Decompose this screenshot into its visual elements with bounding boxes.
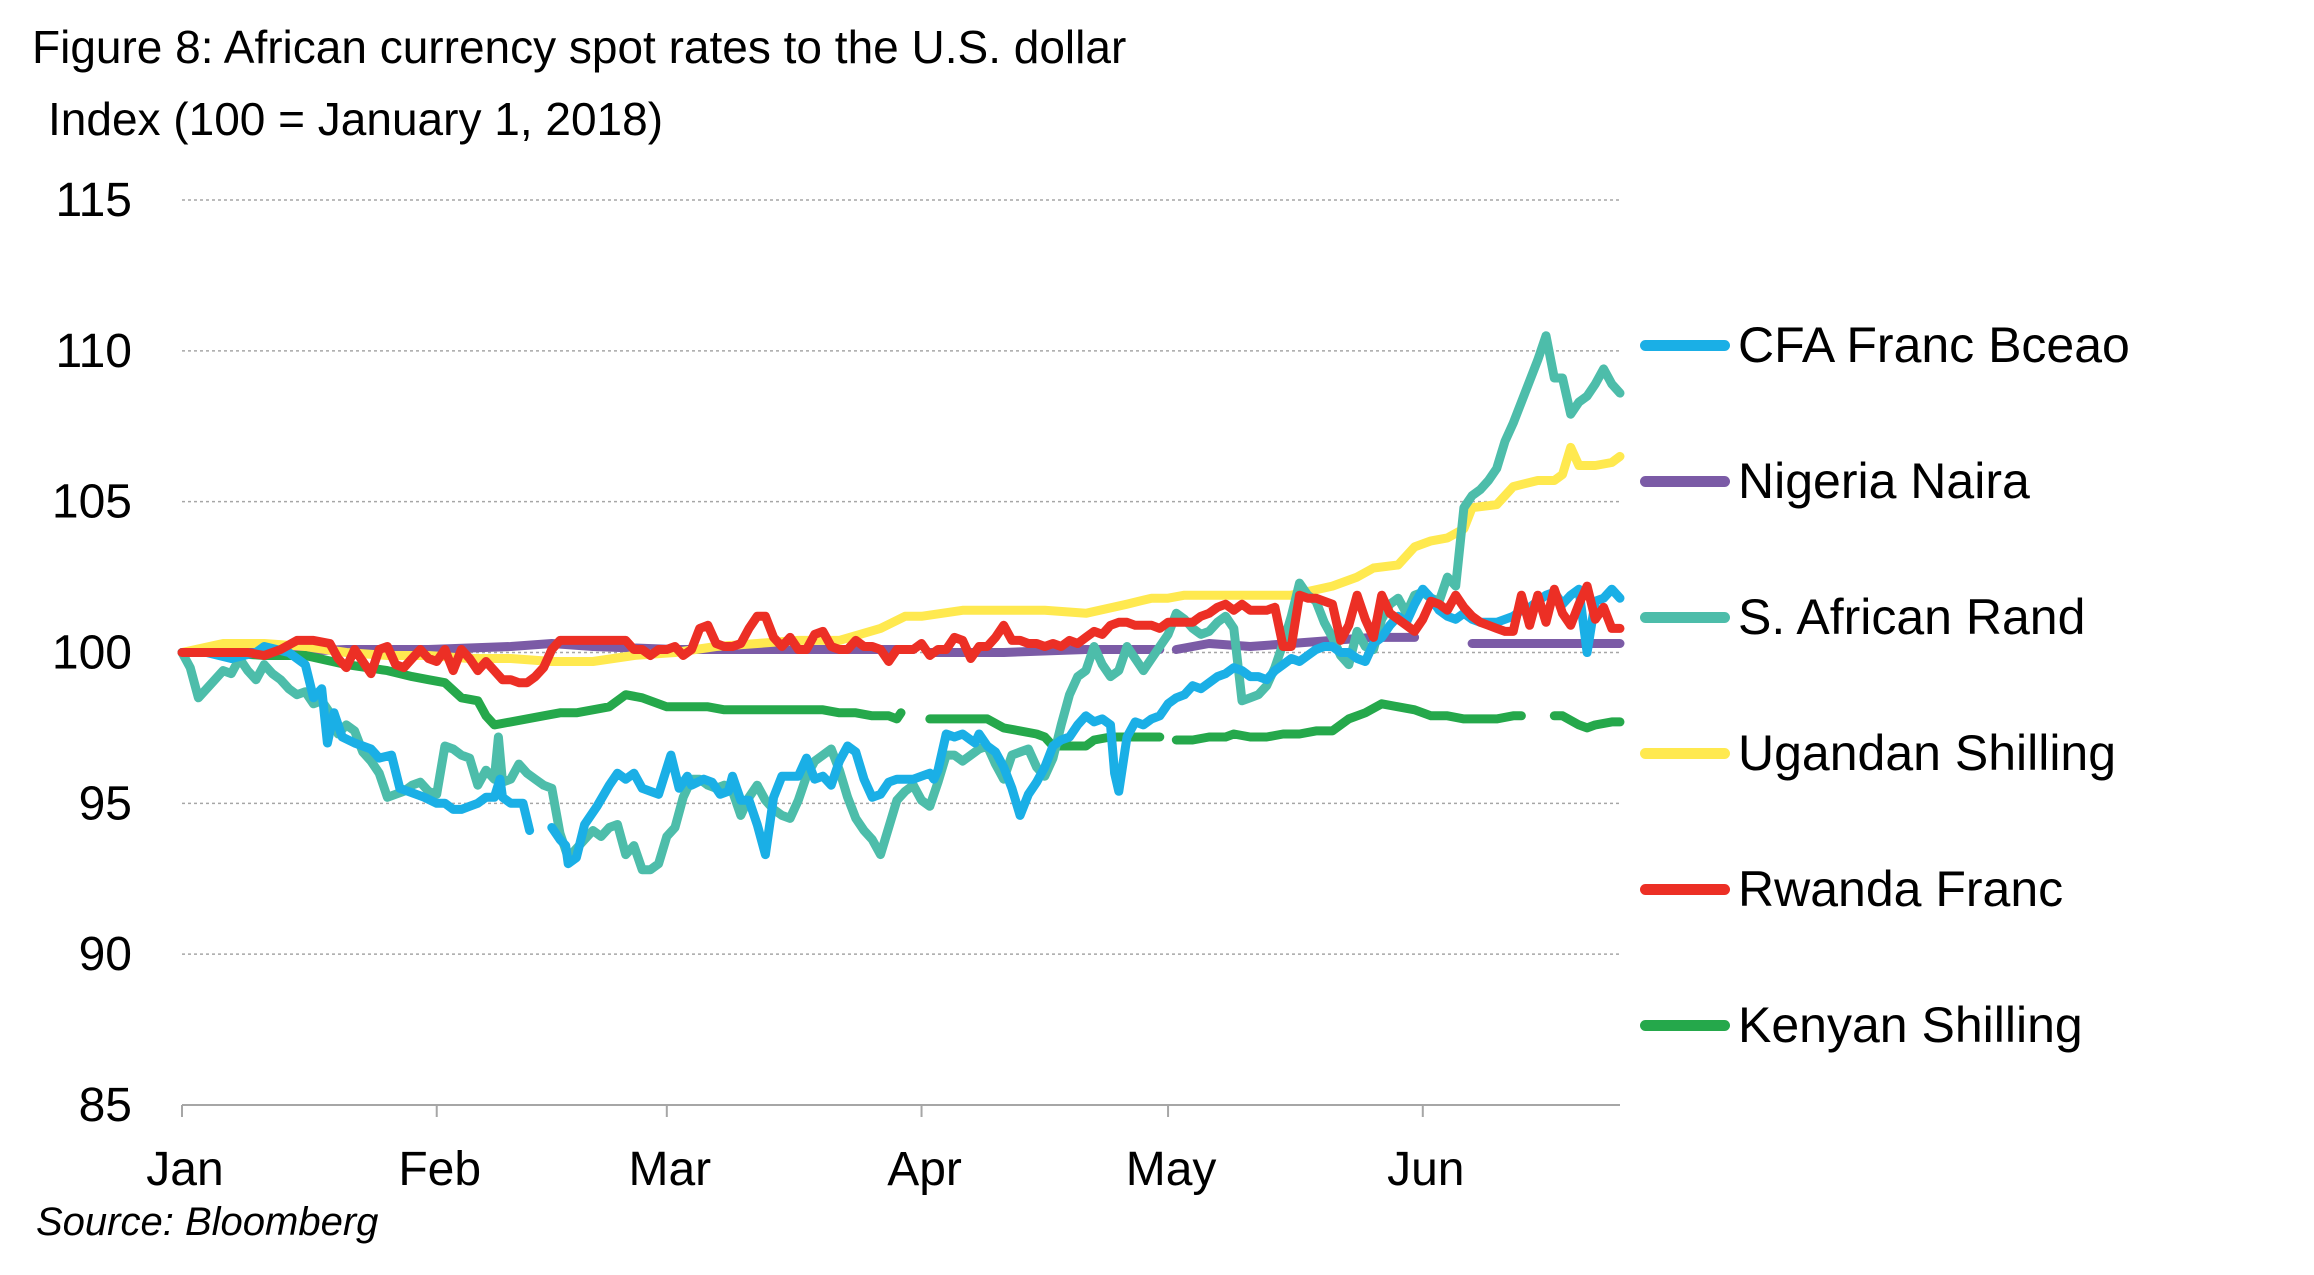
- legend-item-nigeria-naira: Nigeria Naira: [1640, 451, 2030, 511]
- source-note: Source: Bloomberg: [36, 1200, 379, 1244]
- series-line-cfa-franc-bceao: [177, 584, 1625, 869]
- gridlines: [182, 199, 1620, 955]
- legend-item-ugandan-shilling: Ugandan Shilling: [1640, 723, 2116, 783]
- legend-swatch: [1640, 747, 1730, 759]
- y-tick-label: 100: [52, 627, 132, 680]
- legend-item-s-african-rand: S. African Rand: [1640, 587, 2085, 647]
- y-tick-label: 105: [52, 476, 132, 529]
- legend-label: Rwanda Franc: [1738, 861, 2064, 917]
- legend-swatch: [1640, 611, 1730, 623]
- y-tick-label: 115: [55, 174, 132, 227]
- legend-label: Ugandan Shilling: [1738, 725, 2117, 781]
- legend-label: S. African Rand: [1738, 589, 2086, 645]
- series-line-ugandan-shilling: [177, 442, 1625, 666]
- axes: 85 90 95 100 105 110 115 Jan Feb Mar Apr May Jun: [52, 174, 1620, 1196]
- x-tick-label: Jan: [146, 1143, 223, 1196]
- legend-swatch: [1640, 1019, 1730, 1031]
- y-tick-label: 95: [79, 777, 132, 830]
- x-tick-label: May: [1126, 1143, 1217, 1196]
- legend-label: Kenyan Shilling: [1738, 997, 2083, 1053]
- legend-item-cfa-franc-bceao: CFA Franc Bceao: [1640, 315, 2130, 375]
- y-tick-label: 110: [55, 325, 132, 378]
- y-tick-label: 90: [79, 928, 132, 981]
- legend-item-rwanda-franc: Rwanda Franc: [1640, 859, 2063, 919]
- series-line-rwanda-franc: [177, 581, 1625, 688]
- legend-swatch: [1640, 475, 1730, 487]
- chart-subtitle: Index (100 = January 1, 2018): [48, 93, 664, 145]
- legend-label: Nigeria Naira: [1738, 453, 2030, 509]
- legend-swatch: [1640, 339, 1730, 351]
- series-lines: [177, 331, 1625, 875]
- y-tick-label: 85: [79, 1079, 132, 1132]
- legend-item-kenyan-shilling: Kenyan Shilling: [1640, 995, 2083, 1055]
- legend-label: CFA Franc Bceao: [1738, 317, 2130, 373]
- chart-title: Figure 8: African currency spot rates to…: [32, 21, 1127, 73]
- x-tick-label: Mar: [628, 1143, 711, 1196]
- legend-swatch: [1640, 883, 1730, 895]
- x-tick-label: Jun: [1387, 1143, 1464, 1196]
- x-tick-label: Feb: [398, 1143, 481, 1196]
- x-tick-label: Apr: [887, 1143, 962, 1196]
